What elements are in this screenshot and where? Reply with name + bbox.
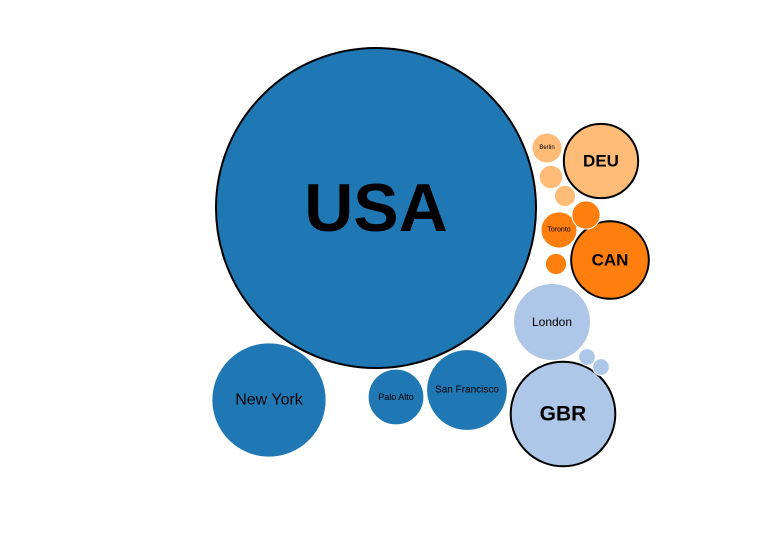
city-bubble-deu-0	[531, 132, 563, 164]
city-bubble-usa-1	[426, 349, 508, 431]
city-bubble-gbr-2	[592, 358, 610, 376]
city-bubble-gbr-1	[578, 348, 596, 366]
city-label-san-francisco: San Francisco	[435, 385, 499, 396]
city-label-palo-alto: Palo Alto	[378, 392, 414, 402]
city-label-toronto: Toronto	[547, 227, 570, 234]
group-label-usa: USA	[304, 170, 448, 246]
group-bubble-usa	[215, 47, 537, 369]
group-bubble-can	[570, 220, 650, 300]
group-bubble-deu	[562, 122, 640, 200]
city-bubble-can-1	[571, 200, 601, 230]
city-bubble-usa-2	[367, 368, 425, 426]
group-bubble-gbr	[509, 360, 617, 468]
city-bubble-can-0	[540, 211, 578, 249]
city-bubble-deu-1	[538, 164, 564, 190]
city-label-berlin: Berlin	[539, 145, 554, 151]
group-label-can: CAN	[592, 251, 629, 270]
city-label-new-york: New York	[235, 392, 304, 409]
city-bubble-usa-0	[211, 342, 327, 458]
city-bubble-deu-2	[553, 184, 577, 208]
group-label-gbr: GBR	[540, 403, 587, 426]
group-label-deu: DEU	[583, 152, 619, 171]
city-label-london: London	[532, 315, 572, 329]
city-bubble-gbr-0	[513, 283, 591, 361]
city-bubble-can-2	[544, 252, 568, 276]
